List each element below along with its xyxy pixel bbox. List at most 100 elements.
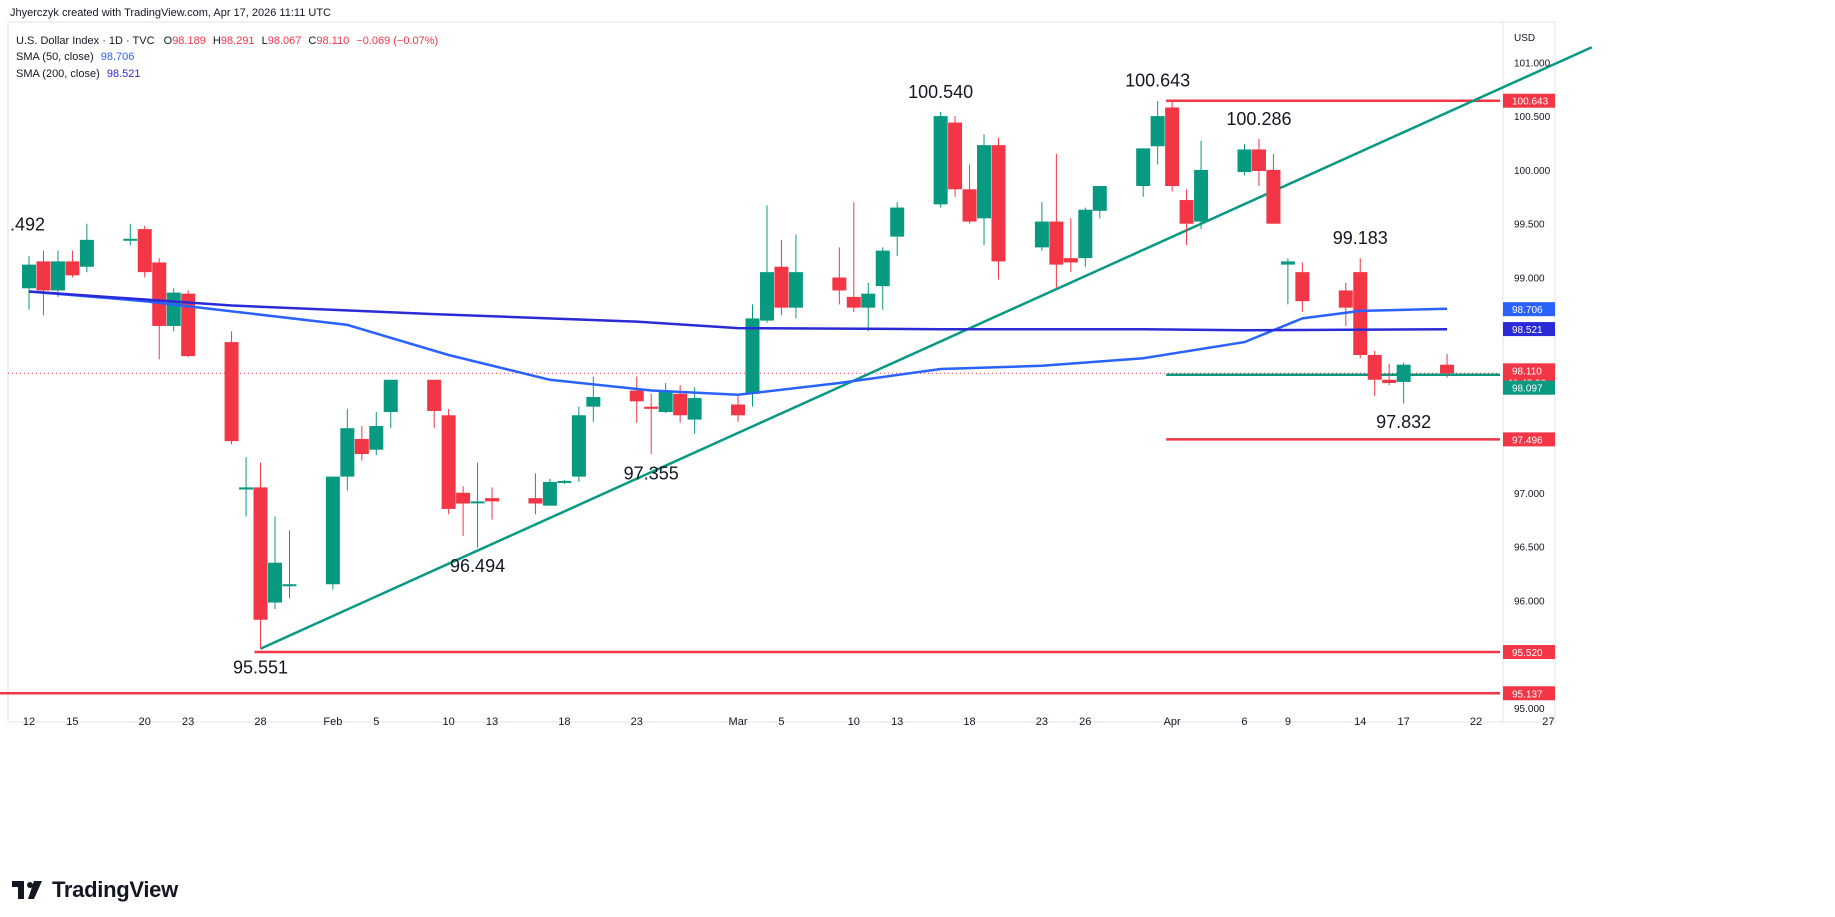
symbol-legend[interactable]: U.S. Dollar Index · 1D · TVC O98.189 H 98…	[16, 35, 438, 47]
ohlc-open: 98.189	[172, 35, 206, 47]
x-tick-label: 28	[254, 716, 266, 728]
x-tick-label: 5	[778, 716, 784, 728]
candle-body	[1382, 379, 1397, 383]
candle-body	[571, 415, 586, 477]
x-tick-label: 10	[443, 716, 455, 728]
sma50-value: 98.706	[100, 51, 135, 63]
brand-name: TradingView	[52, 877, 178, 902]
x-tick-label: 12	[23, 716, 35, 728]
grid	[7, 21, 1556, 723]
ohlc-open-label: O	[163, 35, 173, 47]
candle-body	[644, 406, 659, 409]
price-annotation: 100.286	[1226, 109, 1291, 129]
candle-body	[673, 393, 688, 416]
y-tick-label: 100.500	[1514, 112, 1551, 123]
candle-body	[759, 272, 774, 321]
candle-body	[948, 122, 963, 190]
y-tick-label: 99.500	[1514, 220, 1545, 231]
candle-body	[1194, 169, 1209, 222]
tradingview-brand[interactable]: TradingView	[12, 877, 178, 903]
axes[interactable]: 95.00095.50096.00096.50097.00097.50098.0…	[23, 33, 1555, 728]
price-tag-label: 98.097	[1512, 384, 1543, 395]
sma200-line	[28, 290, 1448, 332]
candle-body	[152, 262, 167, 326]
candle-body	[933, 116, 948, 205]
price-annotation: 95.551	[233, 658, 288, 678]
candle-body	[1251, 149, 1266, 171]
candle-body	[340, 428, 355, 477]
level-tag-label: 97.496	[1512, 435, 1543, 446]
currency-label: USD	[1514, 33, 1535, 44]
candle-body	[369, 426, 384, 450]
candle-body	[50, 261, 65, 291]
candle-body	[832, 277, 847, 291]
symbol-title: U.S. Dollar Index · 1D · TVC	[16, 35, 155, 47]
x-tick-label: 13	[891, 716, 903, 728]
candle-body	[22, 264, 36, 289]
uptrend-line	[260, 46, 1593, 650]
candle-body	[79, 239, 94, 267]
annotations: .492 95.551 96.494 97.355 100.540 100.643 100.…	[10, 71, 1431, 678]
candle-body	[1353, 272, 1368, 356]
candle-body	[658, 390, 673, 413]
candle-body	[224, 342, 239, 442]
x-tick-label: 23	[631, 716, 643, 728]
trendline-layer	[260, 46, 1593, 650]
price-annotation: 97.832	[1376, 412, 1431, 432]
y-tick-label: 99.000	[1514, 274, 1545, 285]
candle-body	[1150, 116, 1165, 147]
candle-body	[991, 145, 1006, 262]
level-tag-label: 95.137	[1512, 689, 1543, 700]
candle-body	[1078, 209, 1093, 259]
price-annotation: 96.494	[450, 556, 505, 576]
candle-body	[166, 292, 181, 326]
x-tick-label: Apr	[1164, 716, 1181, 728]
ohlc-low: 98.067	[267, 35, 302, 47]
x-tick-label: Feb	[323, 716, 342, 728]
candle-body	[1440, 364, 1455, 374]
candle-body	[65, 261, 80, 276]
x-tick-label: 6	[1241, 716, 1247, 728]
sma50-legend[interactable]: SMA (50, close) 98.706	[16, 51, 134, 63]
candle-body	[687, 398, 702, 420]
x-tick-label: 9	[1285, 716, 1291, 728]
ohlc-change: −0.069 (−0.07%)	[356, 35, 439, 47]
candle-body	[788, 272, 803, 308]
candle-body	[528, 498, 543, 504]
x-tick-label: 20	[139, 716, 151, 728]
ohlc-high-label: H	[212, 35, 221, 47]
price-annotation: 99.183	[1333, 228, 1388, 248]
candle-body	[427, 379, 442, 411]
candle-body	[253, 487, 268, 620]
price-annotation: 97.355	[624, 464, 679, 484]
candle-body	[861, 293, 876, 308]
candle-body	[1179, 200, 1194, 224]
level-tag	[1503, 645, 1555, 660]
y-tick-label: 101.000	[1514, 58, 1551, 69]
candle-body	[962, 189, 977, 222]
level-tag-label: 95.520	[1512, 648, 1543, 659]
candle-body	[875, 250, 890, 287]
level-tag-label: 100.643	[1512, 97, 1549, 108]
candle-body	[629, 390, 644, 402]
ohlc-low-label: L	[261, 35, 268, 47]
candle-body	[774, 266, 789, 308]
price-tag-label: 98.706	[1512, 305, 1543, 316]
x-tick-label: 23	[182, 716, 194, 728]
horizontal-levels	[0, 99, 1500, 695]
sma200-legend[interactable]: SMA (200, close) 98.521	[16, 68, 140, 80]
candle-body	[1092, 186, 1107, 211]
x-tick-label: 18	[963, 716, 975, 728]
price-annotation: 100.540	[908, 82, 973, 102]
candle-body	[36, 261, 51, 291]
candle-body	[239, 487, 254, 490]
candle-body	[1295, 272, 1310, 302]
x-tick-label: 23	[1036, 716, 1048, 728]
candle-body	[542, 482, 557, 506]
sma200-label: SMA (200, close)	[16, 68, 100, 80]
candle-body	[485, 498, 500, 502]
price-tag-label: 98.110	[1512, 366, 1542, 377]
candle-body	[977, 145, 992, 219]
sma200-value: 98.521	[106, 68, 141, 80]
